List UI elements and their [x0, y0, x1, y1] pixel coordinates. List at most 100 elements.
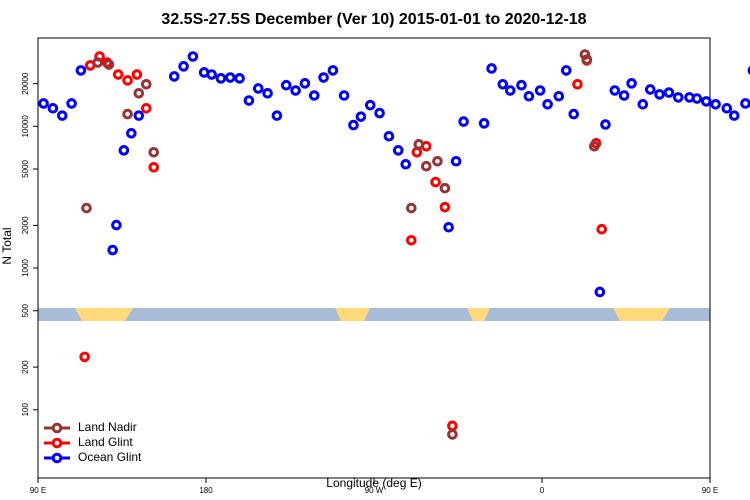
point — [122, 75, 133, 86]
point — [140, 103, 152, 114]
point — [413, 139, 425, 150]
y-tick-label: 200 — [21, 360, 30, 374]
point — [534, 85, 546, 96]
legend-label: Land Glint — [78, 435, 133, 449]
point — [280, 79, 292, 91]
land-patch — [613, 308, 670, 321]
point — [588, 140, 600, 152]
point — [504, 85, 516, 96]
point — [600, 119, 611, 130]
point — [122, 108, 133, 120]
point — [432, 155, 443, 167]
y-tick-label: 1000 — [21, 259, 30, 277]
point — [252, 83, 264, 94]
point — [439, 201, 451, 213]
point — [271, 110, 283, 121]
point — [579, 49, 591, 60]
point — [308, 90, 320, 101]
point — [348, 119, 359, 131]
point — [327, 65, 339, 76]
point — [262, 88, 273, 99]
point — [178, 61, 189, 72]
point — [450, 155, 462, 167]
point — [103, 59, 115, 70]
point — [92, 57, 104, 68]
point — [234, 73, 245, 84]
point — [406, 202, 417, 214]
x-axis-label: Longitude (deg E) — [326, 476, 421, 490]
point — [47, 103, 59, 114]
point — [672, 92, 684, 103]
point — [111, 219, 122, 231]
point — [497, 78, 509, 90]
point — [187, 51, 199, 62]
x-tick-label: 0 — [540, 486, 545, 495]
y-tick-label: 100 — [21, 403, 30, 417]
point — [148, 161, 160, 173]
x-tick-label: 180 — [199, 486, 213, 495]
legend-marker — [51, 437, 63, 449]
point — [439, 182, 451, 194]
point — [700, 96, 712, 107]
point — [392, 145, 404, 156]
point — [594, 286, 606, 298]
legend-marker — [51, 452, 63, 464]
point — [383, 130, 395, 142]
point — [38, 98, 49, 109]
point — [747, 66, 750, 75]
point — [710, 99, 721, 110]
point — [478, 118, 490, 129]
point — [126, 127, 137, 139]
point — [364, 99, 376, 111]
land-patch — [467, 308, 490, 321]
point — [609, 85, 621, 96]
y-axis-label: N Total — [0, 227, 14, 264]
point — [215, 73, 227, 84]
y-tick-label: 500 — [21, 303, 30, 317]
point — [560, 65, 572, 76]
point — [740, 98, 750, 109]
point — [206, 69, 217, 80]
point — [637, 99, 649, 110]
point — [596, 223, 608, 235]
point — [355, 111, 367, 122]
point — [568, 108, 580, 120]
point — [516, 79, 527, 91]
point — [458, 116, 469, 127]
point — [168, 71, 180, 82]
point — [553, 90, 565, 102]
point — [447, 429, 458, 440]
point — [338, 90, 350, 101]
point — [112, 69, 124, 80]
point — [443, 221, 454, 233]
point — [644, 84, 656, 95]
ocean-strip — [38, 308, 710, 321]
point — [654, 89, 665, 100]
legend-label: Ocean Glint — [78, 450, 142, 464]
point — [618, 90, 630, 101]
point — [224, 72, 236, 83]
point — [486, 63, 497, 74]
point — [447, 420, 458, 432]
point — [406, 234, 417, 246]
point — [148, 146, 160, 158]
y-tick-label: 5000 — [21, 160, 30, 178]
land-patch — [75, 308, 133, 321]
point — [107, 244, 118, 256]
point — [420, 160, 432, 172]
point — [318, 72, 329, 83]
land-patch — [335, 308, 370, 321]
point — [523, 90, 535, 102]
point — [626, 78, 637, 89]
point — [728, 110, 740, 121]
point — [75, 65, 87, 76]
point — [131, 69, 143, 80]
point — [581, 54, 593, 65]
y-tick-label: 2000 — [21, 216, 30, 234]
x-tick-label: 90 E — [702, 486, 718, 495]
x-tick-label: 90 W — [365, 486, 384, 495]
point — [572, 78, 583, 90]
point — [140, 78, 152, 90]
point — [290, 85, 301, 96]
